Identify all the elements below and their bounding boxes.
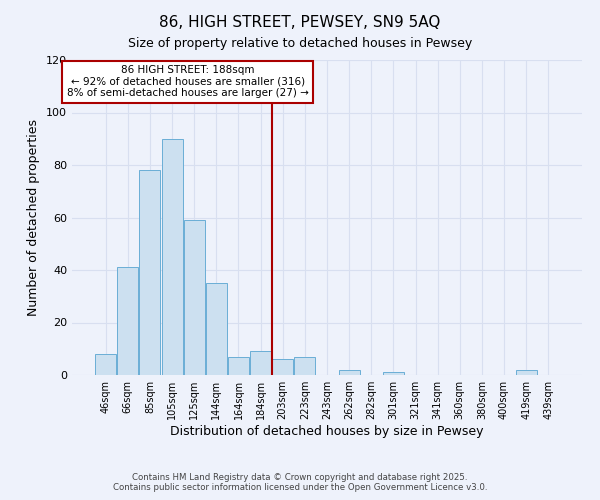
Bar [250,352,271,375]
Text: Size of property relative to detached houses in Pewsey: Size of property relative to detached ho… [128,38,472,51]
Bar [295,356,316,375]
Text: 86 HIGH STREET: 188sqm
← 92% of detached houses are smaller (316)
8% of semi-det: 86 HIGH STREET: 188sqm ← 92% of detached… [67,65,308,98]
Bar [515,370,536,375]
Bar [338,370,359,375]
Bar [383,372,404,375]
Bar [161,138,182,375]
Bar [272,359,293,375]
X-axis label: Distribution of detached houses by size in Pewsey: Distribution of detached houses by size … [170,425,484,438]
Bar [139,170,160,375]
Bar [206,283,227,375]
Text: Contains HM Land Registry data © Crown copyright and database right 2025.
Contai: Contains HM Land Registry data © Crown c… [113,473,487,492]
Bar [184,220,205,375]
Bar [118,268,139,375]
Bar [95,354,116,375]
Bar [228,356,249,375]
Y-axis label: Number of detached properties: Number of detached properties [28,119,40,316]
Text: 86, HIGH STREET, PEWSEY, SN9 5AQ: 86, HIGH STREET, PEWSEY, SN9 5AQ [160,15,440,30]
